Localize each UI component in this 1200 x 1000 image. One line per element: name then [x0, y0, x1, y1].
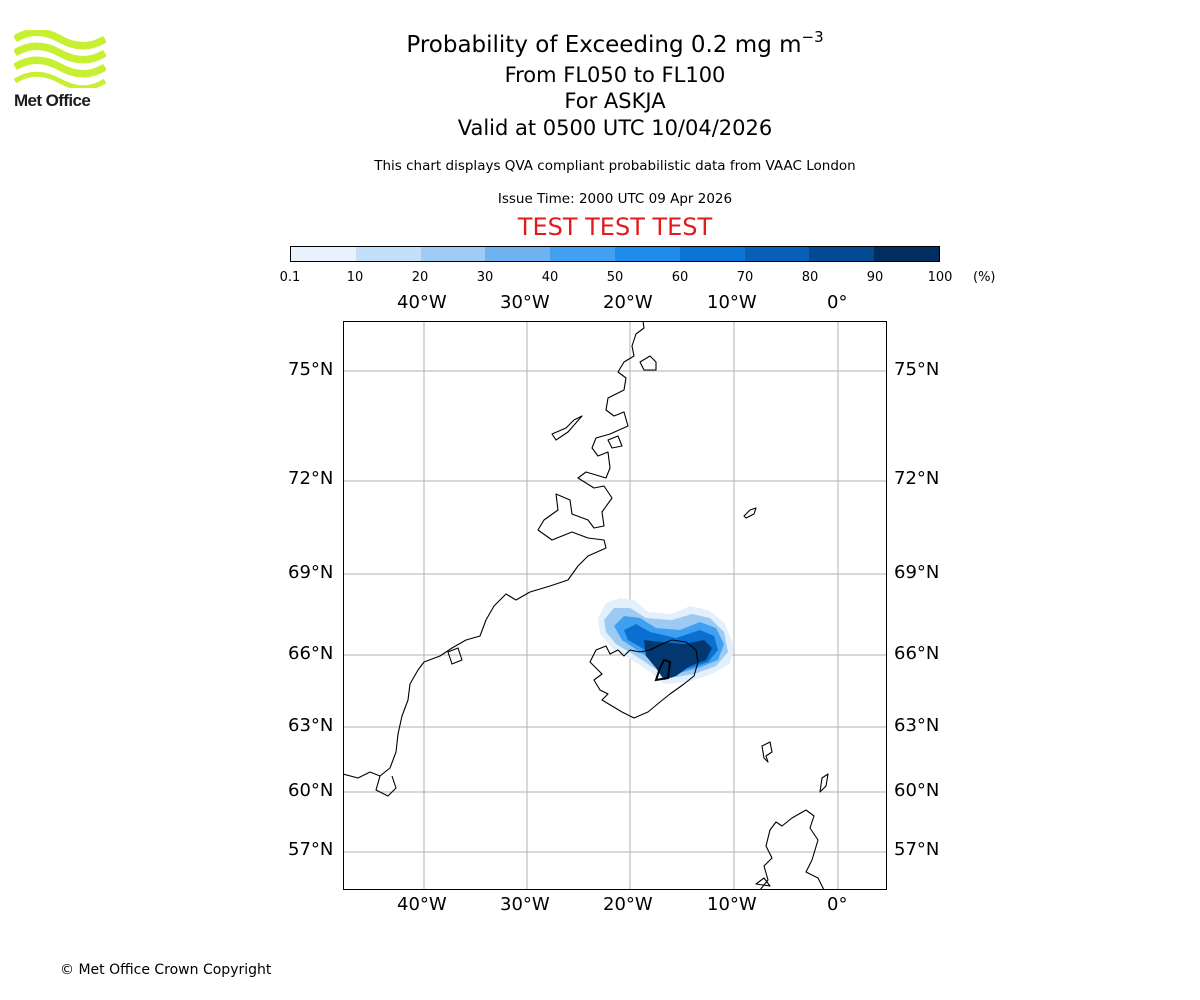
greenland-coast [343, 321, 645, 779]
lon-label-bottom: 0° [827, 894, 848, 915]
colorbar-segment [291, 247, 356, 261]
colorbar-tick: 80 [801, 270, 819, 285]
colorbar-segment [550, 247, 615, 261]
lon-label-bottom: 10°W [707, 894, 757, 915]
coastlines [343, 321, 829, 890]
met-office-logo: Met Office [14, 30, 114, 112]
colorbar-tick: 50 [606, 270, 624, 285]
wave-logo-icon [14, 30, 106, 88]
lon-label-top: 20°W [603, 292, 653, 313]
title-text: Probability of Exceeding 0.2 mg m [406, 32, 802, 58]
colorbar-tick: 70 [736, 270, 754, 285]
lat-label-right: 75°N [894, 359, 940, 380]
askja-source-marker [654, 658, 672, 682]
colorbar-segment [420, 247, 486, 261]
lat-label-left: 69°N [288, 562, 334, 583]
flight-levels: From FL050 to FL100 [504, 63, 726, 87]
map-panel [343, 321, 887, 890]
title-exponent: −3 [801, 28, 824, 46]
graticule [343, 321, 887, 890]
copyright-notice: © Met Office Crown Copyright [60, 962, 272, 978]
lat-label-right: 69°N [894, 562, 940, 583]
ash-probability-plume [598, 598, 734, 684]
chart-description: This chart displays QVA compliant probab… [374, 158, 856, 174]
colorbar-segment [874, 247, 939, 261]
colorbar-tick: 10 [346, 270, 364, 285]
iceland-coast [589, 639, 699, 719]
map-frame [343, 321, 887, 890]
lat-label-left: 66°N [288, 643, 334, 664]
lat-label-left: 63°N [288, 715, 334, 736]
plume-core [644, 640, 712, 680]
volcano-location: For ASKJA [564, 89, 666, 113]
lat-label-left: 60°N [288, 780, 334, 801]
logo-text: Met Office [14, 91, 91, 110]
lon-label-top: 10°W [707, 292, 757, 313]
lat-label-left: 57°N [288, 839, 334, 860]
colorbar-tick: 20 [411, 270, 429, 285]
scotland-coast [759, 809, 825, 890]
lon-label-bottom: 30°W [500, 894, 550, 915]
test-banner: TEST TEST TEST [517, 213, 713, 241]
lat-label-right: 72°N [894, 468, 940, 489]
colorbar-segment [679, 247, 745, 261]
issue-time: Issue Time: 2000 UTC 09 Apr 2026 [497, 191, 733, 207]
lat-label-left: 72°N [288, 468, 334, 489]
colorbar-segment [744, 247, 810, 261]
lat-label-right: 57°N [894, 839, 940, 860]
colorbar-tick: 60 [671, 270, 689, 285]
lat-label-right: 60°N [894, 780, 940, 801]
shetland-islands [819, 773, 829, 793]
lat-label-right: 66°N [894, 643, 940, 664]
colorbar-tick: 40 [541, 270, 559, 285]
lon-label-bottom: 20°W [603, 894, 653, 915]
faroe-islands [761, 741, 773, 763]
colorbar [290, 246, 940, 262]
colorbar-segment [355, 247, 421, 261]
lat-label-right: 63°N [894, 715, 940, 736]
colorbar-tick: 0.1 [279, 270, 301, 285]
colorbar-segment [485, 247, 551, 261]
colorbar-segment [614, 247, 680, 261]
lon-label-top: 40°W [397, 292, 447, 313]
colorbar-tick: 100 [927, 270, 953, 285]
colorbar-unit: (%) [973, 270, 996, 285]
colorbar-segment [809, 247, 875, 261]
jan-mayen [743, 507, 757, 519]
chart-title: Probability of Exceeding 0.2 mg m−3 [215, 28, 1015, 58]
colorbar-tick: 30 [476, 270, 494, 285]
lat-label-left: 75°N [288, 359, 334, 380]
lon-label-top: 30°W [500, 292, 550, 313]
valid-time: Valid at 0500 UTC 10/04/2026 [457, 116, 773, 140]
lon-label-bottom: 40°W [397, 894, 447, 915]
colorbar-tick: 90 [866, 270, 884, 285]
lon-label-top: 0° [827, 292, 848, 313]
